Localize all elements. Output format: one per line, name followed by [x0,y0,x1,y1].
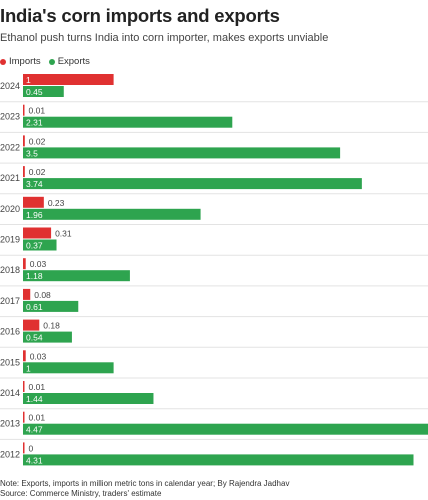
imports-bar [23,74,114,85]
exports-bar [23,270,130,282]
exports-bar [23,300,79,312]
exports-bar [23,423,428,435]
imports-bar [23,258,26,270]
year-tick-label: 2019 [0,235,20,245]
source-note: Source: Commerce Ministry, traders' esti… [0,489,162,498]
year-tick-label: 2015 [0,357,20,367]
imports-value-label: 0.01 [29,382,46,392]
year-tick-label: 2014 [0,388,20,398]
legend-item-exports: Exports [48,56,90,67]
imports-bar [23,350,26,362]
exports-value-label: 2.31 [26,118,43,128]
year-tick-label: 2018 [0,265,20,275]
imports-value-label: 0.02 [29,167,46,177]
footnote: Note: Exports, imports in million metric… [0,479,290,488]
legend-label-imports: Imports [9,56,41,67]
imports-bar [23,319,40,331]
imports-value-label: 0.01 [29,106,46,116]
exports-value-label: 1.96 [26,210,43,220]
imports-value-label: 0.08 [34,290,51,300]
imports-value-label: 0.01 [29,413,46,423]
exports-bar [23,178,362,190]
exports-value-label: 1.18 [26,271,43,281]
exports-bar [23,454,414,466]
imports-bar [23,104,25,116]
imports-bar [23,196,44,208]
exports-bar [23,331,72,343]
imports-value-label: 0.23 [48,198,65,208]
imports-bar [23,442,25,454]
imports-bar [23,227,52,239]
year-tick-label: 2024 [0,81,20,91]
imports-value-label: 0.02 [29,136,46,146]
chart-title: India's corn imports and exports [0,5,280,26]
legend-label-exports: Exports [57,56,90,67]
exports-value-label: 3.5 [26,148,38,158]
imports-bar [23,288,31,300]
legend-item-imports: Imports [0,56,41,67]
exports-value-label: 0.37 [26,241,43,251]
imports-bar [23,381,25,392]
exports-value-label: 1 [26,363,31,373]
imports-value-label: 1 [26,75,31,85]
year-tick-label: 2023 [0,112,20,122]
exports-value-label: 4.31 [26,455,43,465]
exports-value-label: 0.61 [26,302,43,312]
exports-bar [23,86,64,97]
exports-value-label: 3.74 [26,179,43,189]
imports-value-label: 0.18 [43,321,60,331]
year-tick-label: 2020 [0,204,20,214]
legend-swatch-imports [0,58,6,65]
imports-value-label: 0.31 [55,229,72,239]
legend-swatch-exports [48,58,55,65]
exports-bar [23,239,57,251]
year-tick-label: 2022 [0,142,20,152]
year-tick-label: 2013 [0,419,20,429]
imports-value-label: 0.03 [30,259,47,269]
imports-bar [23,166,25,178]
year-tick-label: 2021 [0,173,20,183]
year-tick-label: 2017 [0,296,20,306]
imports-value-label: 0 [29,443,34,453]
year-tick-label: 2016 [0,327,20,337]
exports-bar [23,208,201,220]
exports-value-label: 0.54 [26,333,43,343]
bar-chart: 2024 1 0.45 2023 0.01 2.31 2022 0.02 3.5 2021 0.02… [0,74,428,466]
exports-bar [23,147,341,159]
imports-bar [23,135,25,147]
exports-value-label: 1.44 [26,394,43,404]
year-tick-label: 2012 [0,449,20,459]
exports-bar [23,362,114,374]
exports-value-label: 4.47 [26,425,43,435]
legend: Imports Exports [0,56,98,67]
chart-subtitle: Ethanol push turns India into corn impor… [0,32,329,44]
exports-value-label: 0.45 [26,87,43,97]
imports-bar [23,411,25,423]
exports-bar [23,116,233,128]
imports-value-label: 0.03 [30,351,47,361]
exports-bar [23,393,154,404]
